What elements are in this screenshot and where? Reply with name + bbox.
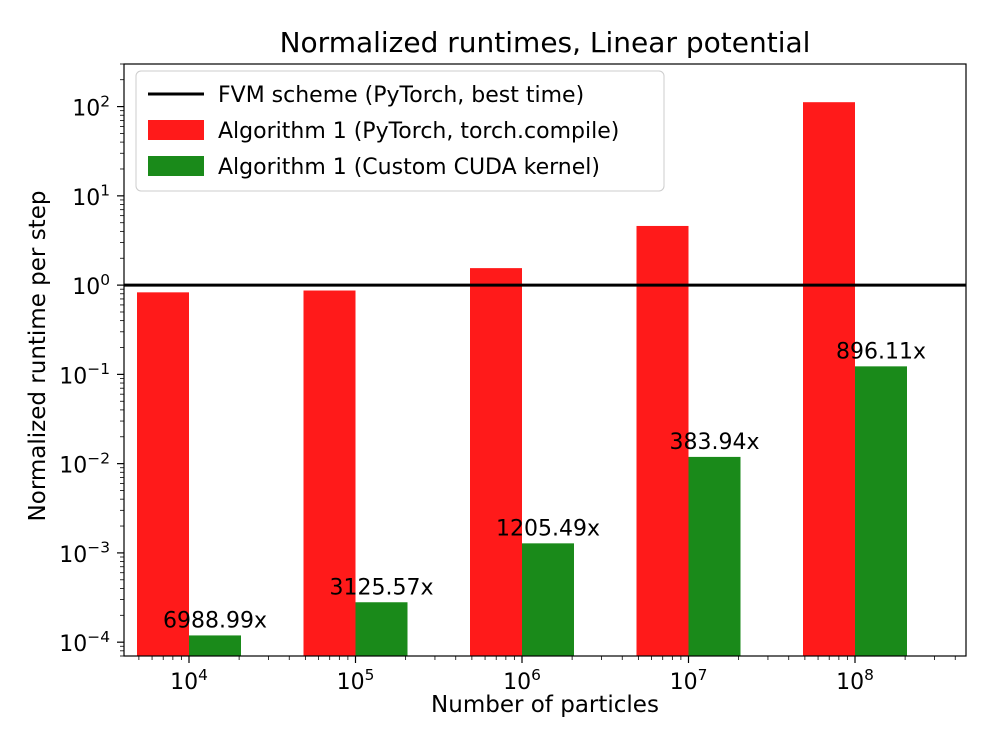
- bar-labels-layer: 6988.99x 3125.57x 1205.49x 383.94x 896.11x: [163, 339, 926, 633]
- bar-cuda-1: [355, 602, 408, 656]
- legend-label-0: FVM scheme (PyTorch, best time): [218, 83, 584, 108]
- legend: FVM scheme (PyTorch, best time) Algorithm…: [135, 70, 665, 192]
- bar-cuda-0: [189, 635, 241, 656]
- y-tick-label-0: 10−4: [59, 628, 110, 657]
- plot-frame: [123, 63, 967, 657]
- y-tick-label-2: 10−2: [59, 449, 110, 478]
- bar-cuda-4: [855, 366, 907, 656]
- legend-swatch-2: [148, 156, 204, 176]
- bar-cuda-2: [522, 543, 574, 656]
- y-tick-label-4: 100: [72, 271, 110, 300]
- chart-title: Normalized runtimes, Linear potential: [280, 26, 811, 59]
- bar-pytorch-3: [636, 225, 689, 656]
- bar-pytorch-0: [137, 292, 189, 656]
- y-tick-label-3: 10−1: [59, 360, 110, 389]
- x-tick-label-2: 106: [503, 666, 541, 695]
- legend-box: [135, 70, 665, 192]
- y-axis: 10−4 10−3 10−2 10−1 100 101 102: [59, 63, 124, 657]
- bar-pytorch-1: [303, 290, 356, 656]
- x-tick-label-3: 107: [670, 666, 708, 695]
- legend-swatch-1: [148, 120, 204, 140]
- x-axis: 104 105 106 107 108: [138, 656, 956, 695]
- speedup-label-0: 6988.99x: [163, 608, 267, 633]
- legend-label-1: Algorithm 1 (PyTorch, torch.compile): [218, 119, 619, 144]
- speedup-label-4: 896.11x: [836, 339, 926, 364]
- bars-layer: [137, 102, 907, 657]
- x-tick-label-4: 108: [836, 666, 874, 695]
- speedup-label-3: 383.94x: [670, 430, 760, 455]
- bar-pytorch-4: [803, 102, 855, 657]
- bar-cuda-3: [688, 456, 741, 656]
- x-axis-label: Number of particles: [431, 692, 659, 718]
- bar-pytorch-2: [470, 268, 522, 656]
- speedup-label-2: 1205.49x: [496, 516, 600, 541]
- legend-label-2: Algorithm 1 (Custom CUDA kernel): [218, 155, 600, 180]
- y-axis-label: Normalized runtime per step: [25, 191, 51, 522]
- x-tick-label-1: 105: [337, 666, 375, 695]
- x-tick-label-0: 104: [170, 666, 208, 695]
- y-tick-label-5: 101: [72, 182, 110, 211]
- y-tick-label-1: 10−3: [59, 539, 110, 568]
- speedup-label-1: 3125.57x: [330, 575, 434, 600]
- y-tick-label-6: 102: [72, 92, 110, 121]
